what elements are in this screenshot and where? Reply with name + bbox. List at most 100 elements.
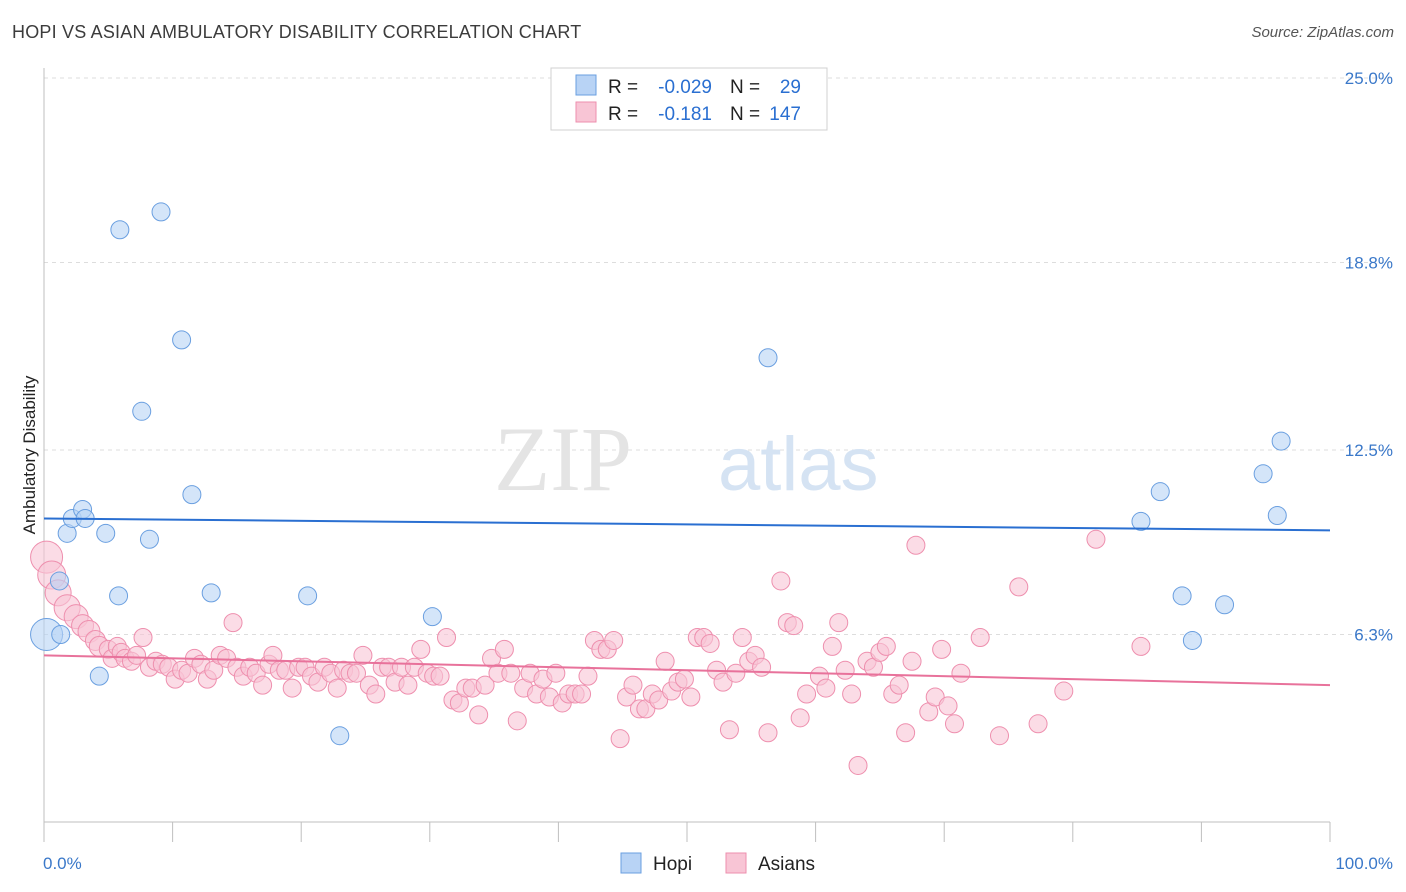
hopi-point <box>1182 630 1202 650</box>
hopi-point <box>1271 431 1291 451</box>
hopi-point <box>1172 586 1192 606</box>
axes <box>43 68 1331 842</box>
asian-point <box>1086 529 1106 549</box>
hopi-point <box>201 583 221 603</box>
asian-point <box>726 663 746 683</box>
legend-asian-r-label: R = <box>608 104 638 125</box>
asian-point <box>816 678 836 698</box>
asian-point <box>1054 681 1074 701</box>
asian-point <box>494 639 514 659</box>
hopi-point <box>151 202 171 222</box>
asian-point <box>842 684 862 704</box>
chart-title: HOPI VS ASIAN AMBULATORY DISABILITY CORR… <box>12 22 582 42</box>
hopi-point <box>1215 595 1235 615</box>
asian-point <box>411 639 431 659</box>
asian-point <box>944 714 964 734</box>
asian-point <box>253 675 273 695</box>
asian-point <box>822 636 842 656</box>
asian-trend-line <box>43 654 1331 687</box>
asian-point <box>501 663 521 683</box>
asian-point <box>327 678 347 698</box>
asian-point <box>578 666 598 686</box>
asian-point <box>282 678 302 698</box>
hopi-point <box>1253 464 1273 484</box>
legend-hopi-n-value: 29 <box>780 77 801 98</box>
y-tick-label: 12.5% <box>1345 441 1393 460</box>
hopi-point <box>51 625 71 645</box>
asian-point <box>127 645 147 665</box>
x-tick-label-max: 100.0% <box>1335 854 1393 873</box>
asian-point <box>700 633 720 653</box>
asian-point <box>353 645 373 665</box>
y-axis-label: Ambulatory Disability <box>20 375 39 534</box>
asian-point <box>655 651 675 671</box>
asian-point <box>932 639 952 659</box>
asian-point <box>1028 714 1048 734</box>
asian-point <box>876 636 896 656</box>
asian-point <box>430 666 450 686</box>
asian-point <box>829 613 849 633</box>
asian-point <box>366 684 386 704</box>
asian-point <box>469 705 489 725</box>
asian-point <box>572 684 592 704</box>
asian-point <box>437 627 457 647</box>
legend-hopi-n-label: N = <box>730 77 760 98</box>
x-tick-label-min: 0.0% <box>43 854 82 873</box>
asian-point <box>896 723 916 743</box>
correlation-legend: R = -0.029 N = 29 R = -0.181 N = 147 <box>550 67 828 131</box>
asian-point <box>790 708 810 728</box>
watermark: ZIP atlas <box>494 408 879 510</box>
y-tick-label: 6.3% <box>1354 626 1393 645</box>
bottom-legend-asian-swatch <box>725 852 747 874</box>
legend-hopi-r-value: -0.029 <box>658 77 712 98</box>
asian-point <box>784 616 804 636</box>
hopi-points <box>30 202 1291 746</box>
asian-point <box>133 627 153 647</box>
hopi-point <box>132 401 152 421</box>
watermark-atlas: atlas <box>718 422 879 507</box>
asian-point <box>398 675 418 695</box>
asian-point <box>989 726 1009 746</box>
hopi-point <box>172 330 192 350</box>
asian-point <box>681 687 701 707</box>
hopi-point <box>96 523 116 543</box>
asian-point <box>674 669 694 689</box>
bottom-legend-hopi-label: Hopi <box>653 854 692 875</box>
asian-point <box>752 657 772 677</box>
asian-point <box>719 720 739 740</box>
asian-point <box>1131 636 1151 656</box>
asian-point <box>1009 577 1029 597</box>
asian-point <box>938 696 958 716</box>
asian-point <box>797 684 817 704</box>
asian-point <box>604 630 624 650</box>
watermark-zip: ZIP <box>494 408 632 510</box>
hopi-point <box>758 348 778 368</box>
legend-asian-n-value: 147 <box>769 104 801 125</box>
asian-point <box>732 627 752 647</box>
trend-lines <box>43 517 1331 687</box>
asian-point <box>771 571 791 591</box>
asian-point <box>507 711 527 731</box>
series-legend: Hopi Asians <box>620 852 815 875</box>
y-tick-label: 25.0% <box>1345 69 1393 88</box>
asian-point <box>902 651 922 671</box>
legend-hopi-r-label: R = <box>608 77 638 98</box>
legend-asian-n-label: N = <box>730 104 760 125</box>
legend-asian-swatch <box>575 101 597 123</box>
bottom-legend-hopi-swatch <box>620 852 642 874</box>
legend-asian-r-value: -0.181 <box>658 104 712 125</box>
hopi-point <box>182 485 202 505</box>
source-label: Source: ZipAtlas.com <box>1251 24 1394 41</box>
asian-point <box>610 729 630 749</box>
hopi-point <box>1267 505 1287 525</box>
hopi-point <box>1150 482 1170 502</box>
hopi-point <box>49 571 69 591</box>
asian-point <box>475 675 495 695</box>
legend-hopi-swatch <box>575 74 597 96</box>
asian-point <box>623 675 643 695</box>
hopi-point <box>109 586 129 606</box>
hopi-point <box>110 220 130 240</box>
asian-point <box>889 675 909 695</box>
hopi-point <box>89 666 109 686</box>
